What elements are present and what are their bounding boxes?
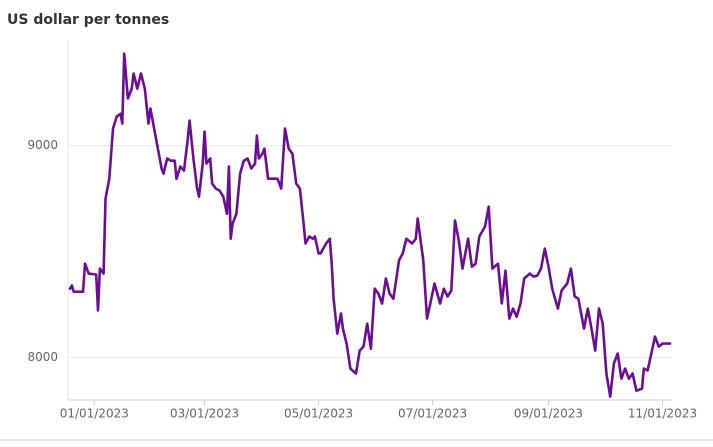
x-tick-label: 07/01/2023 [398, 407, 467, 421]
x-tick-label: 11/01/2023 [628, 407, 697, 421]
price-line [68, 52, 672, 398]
chart-title: US dollar per tonnes [7, 12, 169, 28]
y-tick-label: 8000 [27, 350, 58, 364]
y-tick-label: 9000 [27, 138, 58, 152]
x-tick-label: 05/01/2023 [284, 407, 353, 421]
x-tick-label: 01/01/2023 [60, 407, 129, 421]
x-tick-label: 09/01/2023 [514, 407, 583, 421]
x-tick-label: 03/01/2023 [170, 407, 239, 421]
